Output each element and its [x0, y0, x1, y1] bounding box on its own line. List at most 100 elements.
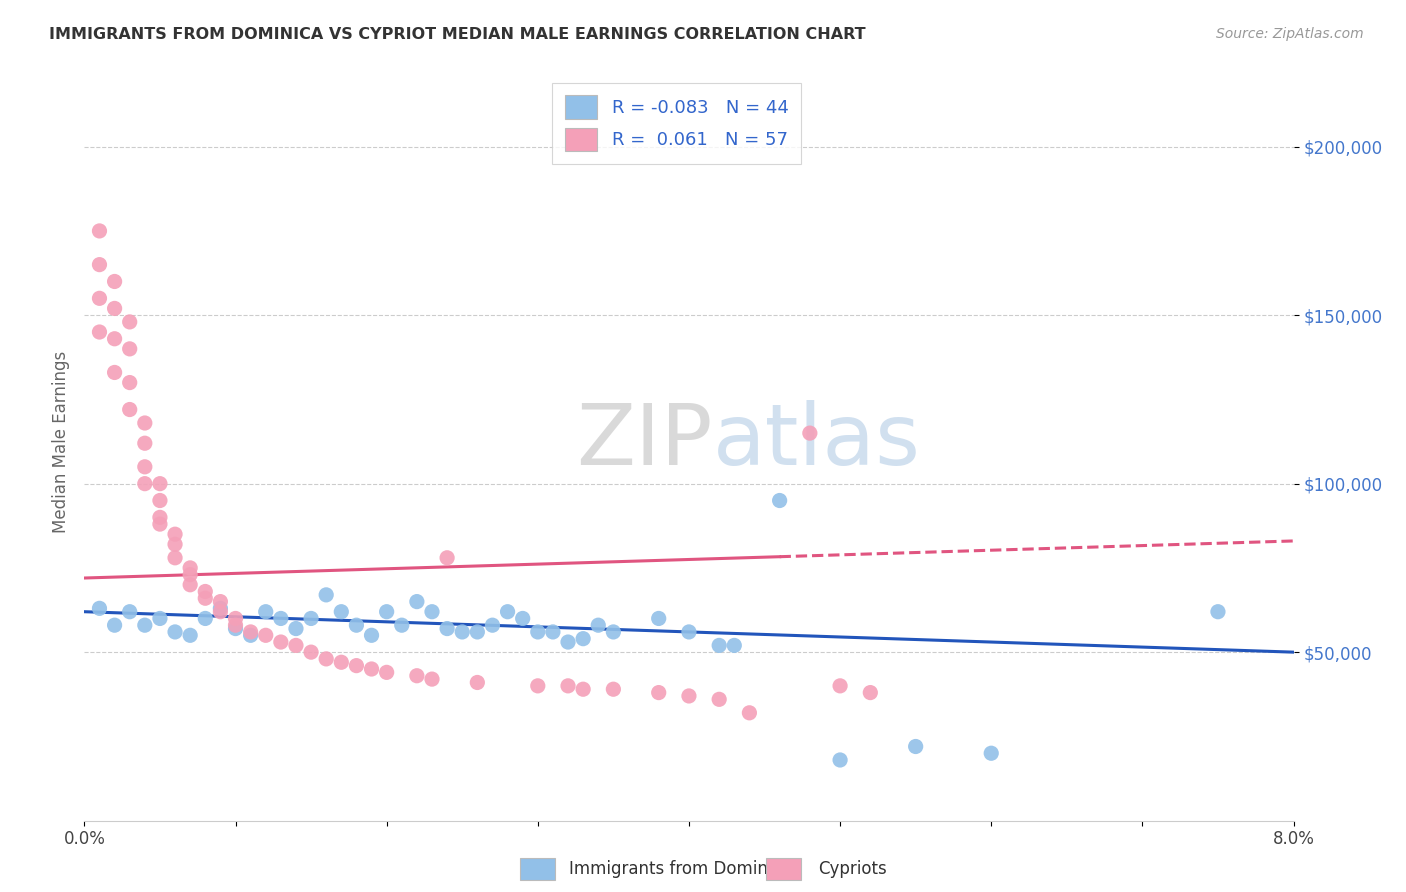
Point	[239, 624, 262, 639]
Text: IMMIGRANTS FROM DOMINICA VS CYPRIOT MEDIAN MALE EARNINGS CORRELATION CHART: IMMIGRANTS FROM DOMINICA VS CYPRIOT MEDI…	[49, 27, 866, 42]
Point	[602, 624, 624, 639]
Point	[769, 493, 792, 508]
Point	[467, 675, 489, 690]
Point	[225, 622, 247, 636]
Point	[360, 628, 382, 642]
Point	[285, 622, 308, 636]
Point	[572, 682, 595, 697]
Point	[980, 746, 1002, 760]
Text: Source: ZipAtlas.com: Source: ZipAtlas.com	[1216, 27, 1364, 41]
Point	[709, 639, 731, 653]
Point	[89, 224, 111, 238]
Point	[134, 436, 156, 450]
Point	[118, 605, 141, 619]
Point	[118, 342, 141, 356]
Point	[104, 301, 127, 316]
Point	[420, 672, 443, 686]
Point	[541, 624, 564, 639]
Point	[118, 315, 141, 329]
Point	[149, 493, 172, 508]
Point	[270, 611, 292, 625]
Point	[723, 639, 745, 653]
Point	[254, 628, 277, 642]
Point	[391, 618, 413, 632]
Point	[904, 739, 927, 754]
Point	[118, 402, 141, 417]
Point	[89, 325, 111, 339]
Point	[299, 645, 322, 659]
Point	[557, 679, 579, 693]
Point	[602, 682, 624, 697]
Point	[330, 655, 353, 669]
Text: ZIP: ZIP	[576, 400, 713, 483]
Point	[194, 584, 217, 599]
Point	[149, 611, 172, 625]
Text: Immigrants from Dominica: Immigrants from Dominica	[569, 860, 792, 878]
Point	[346, 658, 368, 673]
Point	[270, 635, 292, 649]
Point	[738, 706, 761, 720]
Point	[179, 628, 201, 642]
Point	[481, 618, 503, 632]
Text: Cypriots: Cypriots	[818, 860, 887, 878]
Point	[420, 605, 443, 619]
Y-axis label: Median Male Earnings: Median Male Earnings	[52, 351, 70, 533]
Point	[134, 416, 156, 430]
Point	[406, 594, 429, 608]
Point	[315, 588, 337, 602]
Point	[225, 618, 247, 632]
Point	[375, 605, 398, 619]
Point	[89, 291, 111, 305]
Point	[315, 652, 337, 666]
Point	[375, 665, 398, 680]
Point	[648, 685, 671, 699]
Point	[330, 605, 353, 619]
Point	[209, 605, 232, 619]
Point	[799, 426, 821, 441]
Point	[557, 635, 579, 649]
Point	[118, 376, 141, 390]
Point	[225, 611, 247, 625]
Point	[299, 611, 322, 625]
Point	[89, 258, 111, 272]
Point	[194, 591, 217, 606]
Point	[165, 527, 187, 541]
Point	[436, 550, 458, 565]
Point	[406, 669, 429, 683]
Legend: R = -0.083   N = 44, R =  0.061   N = 57: R = -0.083 N = 44, R = 0.061 N = 57	[553, 83, 801, 163]
Point	[451, 624, 474, 639]
Point	[89, 601, 111, 615]
Point	[179, 578, 201, 592]
Point	[194, 611, 217, 625]
Point	[648, 611, 671, 625]
Point	[149, 510, 172, 524]
Point	[134, 459, 156, 474]
Text: atlas: atlas	[713, 400, 921, 483]
Point	[149, 517, 172, 532]
Point	[678, 689, 700, 703]
Point	[165, 550, 187, 565]
Point	[709, 692, 731, 706]
Point	[104, 332, 127, 346]
Point	[830, 753, 852, 767]
Point	[165, 537, 187, 551]
Point	[1206, 605, 1229, 619]
Point	[104, 618, 127, 632]
Point	[149, 476, 172, 491]
Point	[134, 476, 156, 491]
Point	[179, 567, 201, 582]
Point	[104, 275, 127, 289]
Point	[254, 605, 277, 619]
Point	[165, 624, 187, 639]
Point	[179, 561, 201, 575]
Point	[104, 366, 127, 380]
Point	[859, 685, 882, 699]
Point	[209, 601, 232, 615]
Point	[360, 662, 382, 676]
Point	[830, 679, 852, 693]
Point	[512, 611, 534, 625]
Point	[678, 624, 700, 639]
Point	[346, 618, 368, 632]
Point	[134, 618, 156, 632]
Point	[285, 639, 308, 653]
